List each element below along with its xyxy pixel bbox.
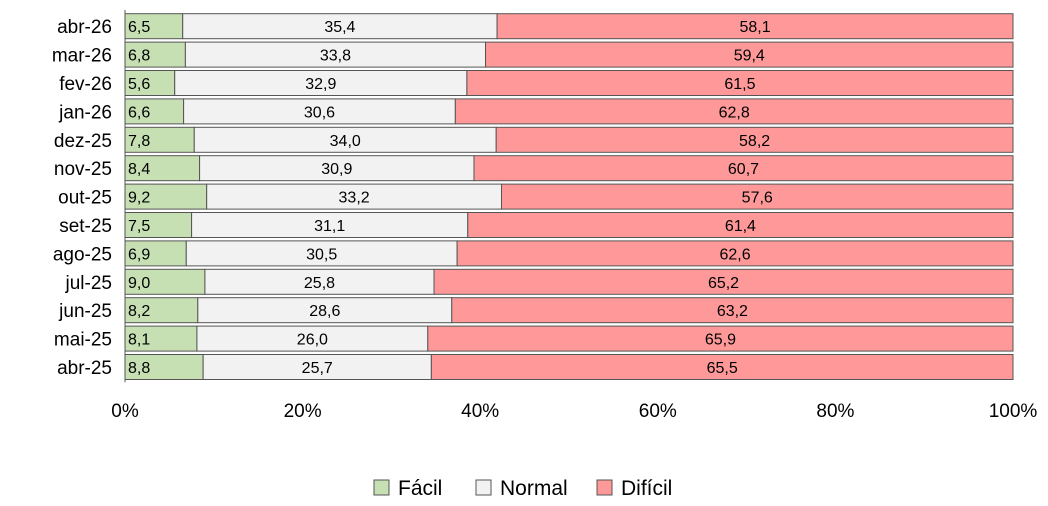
data-label: 6,6 [128,104,150,121]
category-label: jul-25 [65,273,112,294]
bar-segment-normal [204,268,435,295]
bar-segment-normal [199,155,475,182]
x-tick-label: 60% [639,401,677,422]
data-label: 58,1 [739,19,770,36]
data-label: 33,8 [320,48,351,65]
bar-segment-dificil [496,13,1014,40]
bar-segment-normal [202,354,432,380]
bar-segment-normal [206,183,503,210]
legend-swatch [596,479,613,496]
category-label: nov-25 [54,159,112,180]
x-tick-label: 100% [989,401,1038,422]
legend-swatch [475,479,492,496]
bar-segment-dificil [430,354,1014,380]
data-label: 57,6 [742,190,773,207]
data-label: 58,2 [739,133,770,150]
x-tick-label: 20% [284,401,322,422]
data-label: 34,0 [330,133,361,150]
data-label: 35,4 [324,19,355,36]
data-label: 25,7 [302,360,333,377]
x-tick-label: 0% [111,401,139,422]
data-label: 25,8 [304,275,335,292]
bar-segment-facil [124,70,176,96]
bar-segment-dificil [485,41,1014,68]
category-label: out-25 [58,188,112,209]
data-label: 65,9 [705,332,736,349]
category-label: mar-26 [52,46,112,67]
category-label: dez-25 [54,131,112,152]
data-label: 60,7 [728,161,759,178]
bar-segment-dificil [467,212,1014,238]
legend-label: Fácil [398,477,442,500]
x-tick-label: 40% [461,401,499,422]
data-label: 30,5 [306,246,337,263]
data-label: 26,0 [297,332,328,349]
bar-segment-dificil [495,126,1014,153]
data-label: 32,9 [305,76,336,93]
category-label: jun-25 [58,301,112,322]
x-tick-label: 80% [816,401,854,422]
bar-segment-facil [124,212,193,238]
data-label: 30,9 [321,161,352,178]
bar-segment-facil [124,325,198,352]
bar-segment-dificil [456,240,1014,267]
category-label: ago-25 [53,244,112,265]
bar-segment-facil [124,354,204,380]
data-label: 33,2 [339,190,370,207]
data-label: 59,4 [734,48,765,65]
legend-label: Difícil [621,477,672,500]
bar-segment-normal [196,325,429,352]
data-label: 8,2 [128,303,150,320]
data-label: 28,6 [309,303,340,320]
category-label: abr-26 [57,17,112,38]
bar-segment-normal [191,212,469,238]
bar-segment-dificil [466,70,1014,96]
data-label: 6,5 [128,19,150,36]
data-label: 30,6 [304,104,335,121]
category-label: abr-25 [57,358,112,379]
data-label: 63,2 [717,303,748,320]
data-label: 65,5 [707,360,738,377]
bar-segment-facil [124,183,208,210]
data-label: 61,5 [724,76,755,93]
data-label: 8,1 [128,332,150,349]
data-label: 31,1 [314,218,345,235]
category-label: jan-26 [58,102,112,123]
data-label: 8,8 [128,360,150,377]
bar-segment-facil [124,268,206,295]
category-label: set-25 [59,216,112,237]
data-label: 6,8 [128,48,150,65]
data-label: 62,8 [719,104,750,121]
category-label: fev-26 [59,74,112,95]
data-label: 65,2 [708,275,739,292]
data-label: 7,5 [128,218,150,235]
data-label: 62,6 [719,246,750,263]
bar-segment-normal [184,41,487,68]
bar-segment-normal [193,126,497,153]
bar-segment-facil [124,297,199,324]
data-label: 7,8 [128,133,150,150]
bar-segment-dificil [473,155,1014,182]
bar-segment-facil [124,240,187,267]
bar-segment-facil [124,126,195,153]
data-label: 9,0 [128,275,150,292]
data-label: 5,6 [128,76,150,93]
bar-segment-normal [182,13,498,40]
bar-segment-dificil [433,268,1014,295]
data-label: 9,2 [128,190,150,207]
data-label: 61,4 [725,218,756,235]
legend-swatch [373,479,390,496]
bar-segment-dificil [454,98,1014,125]
bar-segment-dificil [451,297,1014,324]
bar-segment-dificil [427,325,1014,352]
legend-label: Normal [500,477,568,500]
data-label: 8,4 [128,161,150,178]
bar-segment-normal [174,70,468,96]
bar-segment-dificil [501,183,1014,210]
data-label: 6,9 [128,246,150,263]
category-label: mai-25 [54,330,112,351]
